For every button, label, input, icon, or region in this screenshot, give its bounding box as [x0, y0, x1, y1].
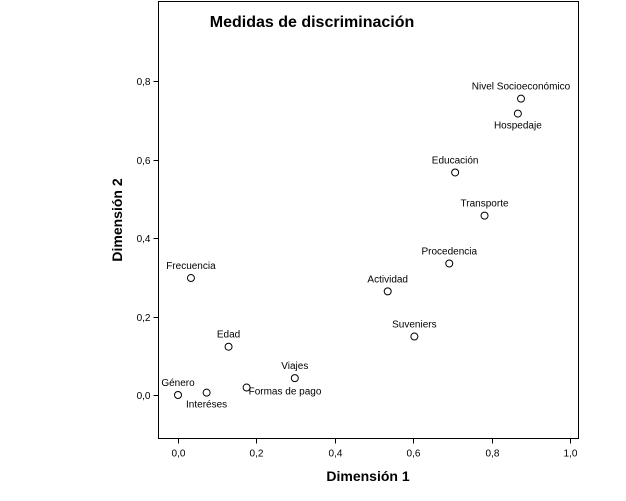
y-tick-label: 0,8 — [137, 77, 151, 88]
x-tick-label: 0,8 — [486, 449, 500, 460]
point-label: Educación — [432, 155, 479, 166]
plot-frame — [158, 1, 579, 439]
point-label: Nivel Socioeconómico — [472, 82, 571, 93]
data-points — [174, 94, 525, 399]
point-label: Transporte — [461, 199, 509, 210]
point-label: Interéses — [186, 400, 227, 411]
data-point — [451, 168, 460, 177]
data-point — [517, 94, 525, 103]
point-label: Viajes — [281, 361, 308, 372]
point-labels: Nivel Socioeconómico Hospedaje Educación Tr… — [161, 82, 570, 411]
point-label: Género — [161, 378, 195, 389]
point-label: Suveniers — [392, 320, 436, 331]
data-point — [290, 374, 299, 383]
data-point — [410, 332, 419, 341]
y-tick-label: 0,4 — [137, 234, 151, 245]
point-label: Hospedaje — [494, 121, 542, 132]
y-tick-label: 0,2 — [137, 313, 151, 324]
point-label: Edad — [217, 330, 240, 341]
data-point — [186, 274, 195, 283]
x-tick-label: 0,4 — [329, 449, 343, 460]
chart-title: Medidas de discriminación — [210, 14, 415, 31]
y-axis-label: Dimensión 2 — [109, 178, 125, 261]
data-point — [445, 259, 454, 268]
data-point — [224, 342, 233, 351]
data-point — [242, 383, 251, 392]
x-axis-label: Dimensión 1 — [326, 468, 409, 484]
point-label: Actividad — [367, 274, 408, 285]
x-tick-label: 0,2 — [250, 449, 264, 460]
y-axis-ticks: 0,0 0,2 0,4 0,6 0,8 — [137, 77, 159, 402]
x-tick-label: 0,0 — [172, 449, 186, 460]
data-point — [480, 211, 489, 220]
y-tick-label: 0,0 — [137, 391, 151, 402]
data-point — [383, 287, 392, 296]
data-point — [174, 391, 182, 399]
point-label: Procedencia — [421, 247, 477, 258]
point-label: Formas de pago — [249, 387, 322, 398]
data-point — [513, 109, 522, 118]
x-tick-label: 1,0 — [564, 449, 578, 460]
x-tick-label: 0,6 — [407, 449, 421, 460]
point-label: Frecuencia — [166, 261, 216, 272]
data-point — [202, 388, 211, 397]
x-axis-ticks: 0,0 0,2 0,4 0,6 0,8 1,0 — [172, 438, 578, 460]
y-tick-label: 0,6 — [137, 156, 151, 167]
